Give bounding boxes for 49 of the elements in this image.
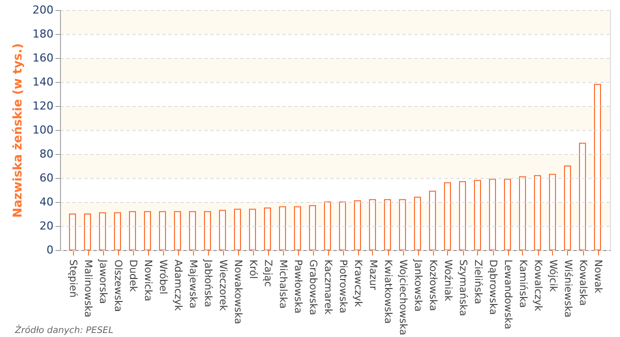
y-tick-label: 200: [32, 4, 54, 16]
x-tick-label: Zając: [262, 260, 273, 287]
x-tick-label: Wróbel: [157, 260, 168, 294]
x-tick-label: Mazur: [367, 260, 378, 291]
x-tick-label: Jabłońska: [202, 258, 214, 308]
x-tick-label: Krawczyk: [352, 260, 363, 308]
x-tick-label: Adamczyk: [172, 260, 183, 312]
x-tick-label: Pawłowska: [292, 260, 303, 314]
y-tick-label: 80: [40, 148, 54, 160]
y-tick-label: 160: [32, 52, 54, 64]
x-tick-label: Nowakowska: [232, 260, 243, 324]
x-tick-label: Michalska: [277, 260, 288, 309]
x-tick-label: Piotrowska: [337, 260, 348, 314]
x-tick-label: Kwiatkowska: [382, 260, 393, 324]
x-tick-label: Wójcik: [547, 260, 558, 292]
y-axis-title: Nazwiska żeńskie (w tys.): [10, 43, 25, 218]
text: Źródło danych: PESEL: [14, 324, 114, 336]
x-tick-label: Dudek: [127, 260, 138, 292]
x-tick-label: Kamińska: [517, 260, 529, 308]
x-tick-label: Majewska: [187, 260, 198, 308]
x-tick-label: Wojciechowska: [397, 260, 408, 336]
x-tick-label: Stępień: [67, 260, 79, 298]
y-tick-label: 100: [32, 124, 54, 136]
y-tick-label: 20: [40, 220, 54, 232]
x-tick-label: Grabowska: [307, 260, 318, 316]
x-tick-label: Kowalska: [577, 260, 588, 306]
x-tick-label: Woźniak: [442, 260, 454, 302]
x-tick-label: Jaworska: [97, 258, 108, 304]
y-tick-label: 0: [46, 244, 54, 256]
x-tick-label: Lewandowska: [502, 260, 513, 330]
x-tick-label: Król: [247, 260, 258, 279]
x-tick-label: Malinowska: [82, 260, 93, 318]
x-tick-label: Dąbrowska: [487, 260, 498, 315]
y-tick-label: 60: [40, 172, 54, 184]
y-tick-label: 40: [40, 196, 54, 208]
x-tick-label: Wieczorek: [217, 260, 228, 312]
x-tick-label: Kowalczyk: [532, 260, 543, 312]
x-tick-label: Olszewska: [112, 260, 123, 312]
y-tick-label: 120: [32, 100, 54, 112]
y-tick-label: 140: [32, 76, 54, 88]
x-tick-label: Kozłowska: [427, 260, 438, 312]
x-tick-label: Szymańska: [457, 260, 469, 316]
y-tick-label: 180: [32, 28, 54, 40]
x-tick-label: Jankowska: [412, 258, 423, 312]
x-tick-label: Zielińska: [472, 260, 484, 304]
x-tick-label: Nowicka: [142, 260, 153, 302]
x-tick-label: Wiśniewska: [562, 260, 574, 318]
x-tick-label: Kaczmarek: [322, 260, 333, 315]
x-tick-label: Nowak: [592, 260, 603, 294]
